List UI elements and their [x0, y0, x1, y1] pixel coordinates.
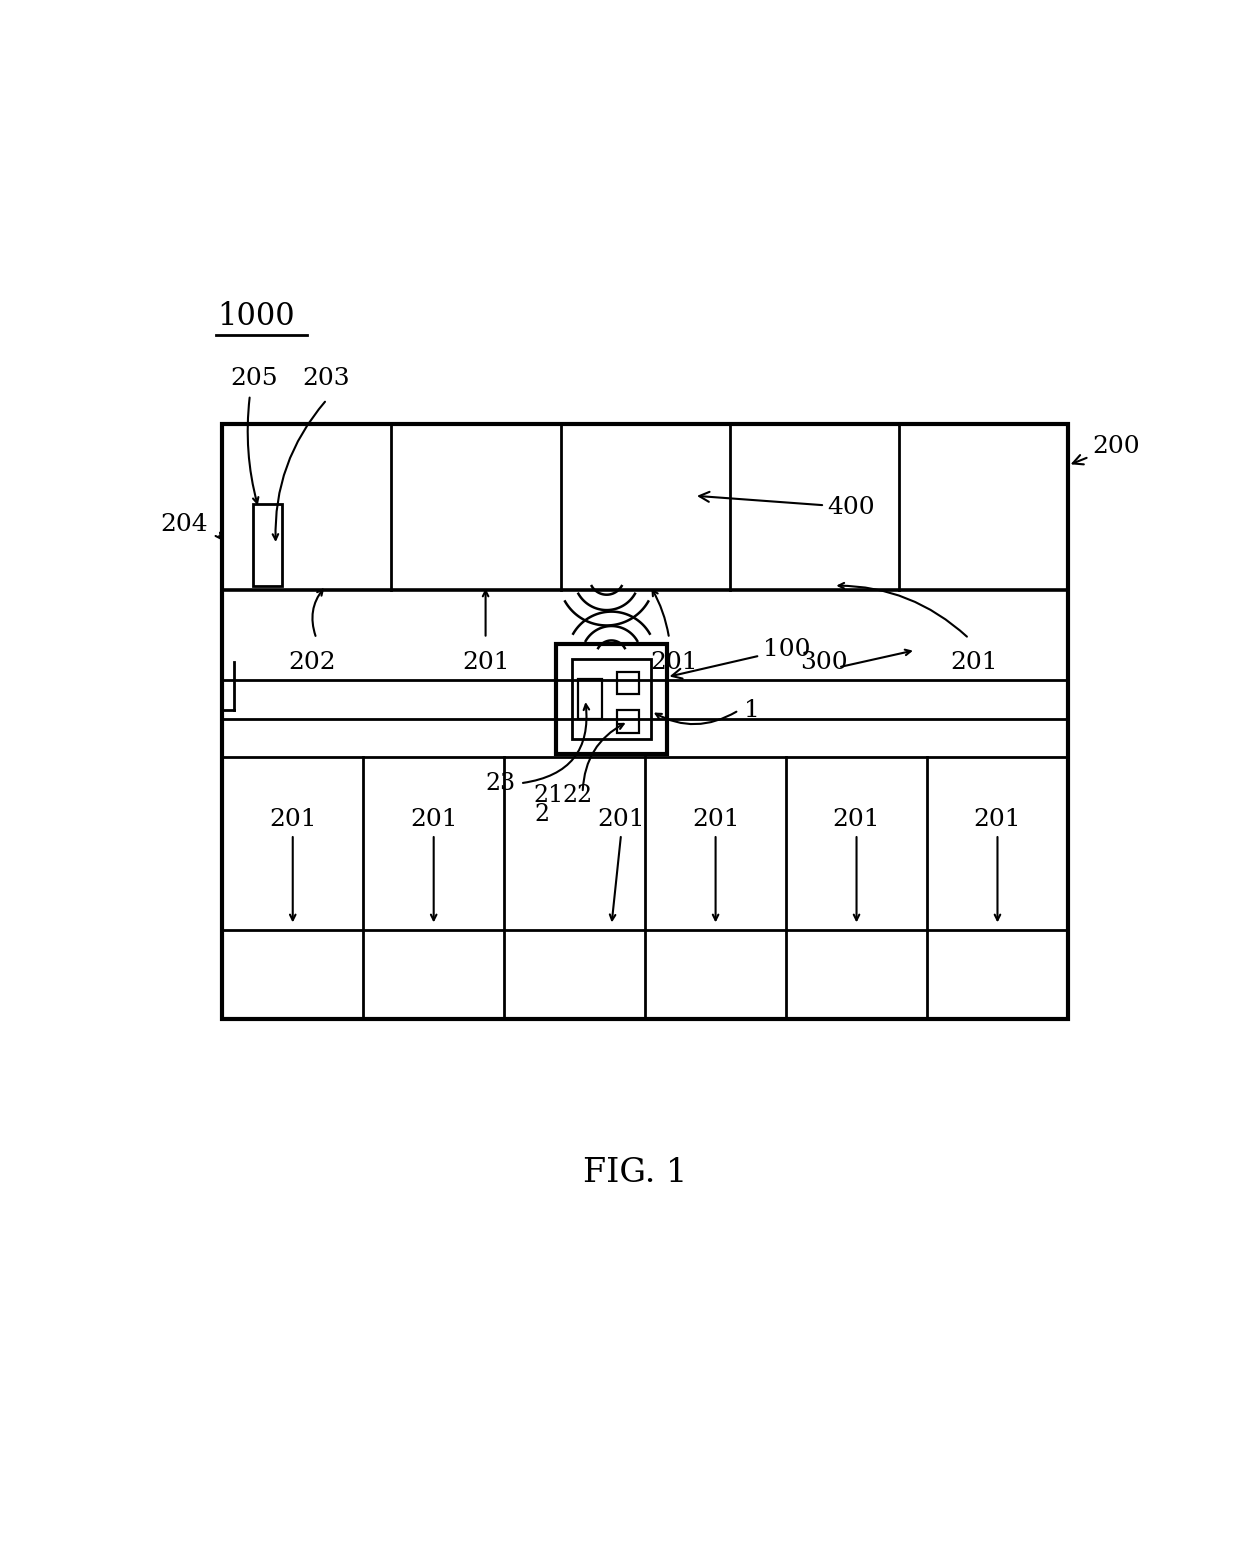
Bar — [572, 659, 651, 739]
Text: 23: 23 — [485, 772, 516, 795]
Text: 22: 22 — [563, 784, 593, 807]
Text: 21: 21 — [534, 784, 564, 807]
Text: 300: 300 — [800, 651, 848, 674]
Text: 201: 201 — [461, 651, 510, 674]
Bar — [618, 673, 640, 694]
Text: 201: 201 — [833, 809, 880, 832]
Text: 201: 201 — [269, 809, 316, 832]
Text: 1: 1 — [744, 699, 759, 722]
Text: 201: 201 — [598, 809, 645, 832]
Text: 201: 201 — [950, 651, 997, 674]
Text: 202: 202 — [288, 651, 336, 674]
Text: 201: 201 — [973, 809, 1022, 832]
Text: 400: 400 — [699, 492, 875, 518]
Text: 200: 200 — [1073, 435, 1140, 464]
Bar — [481, 424, 732, 568]
Text: 100: 100 — [672, 637, 810, 679]
Text: 201: 201 — [692, 809, 739, 832]
Text: FIG. 1: FIG. 1 — [583, 1157, 688, 1190]
Bar — [618, 710, 640, 733]
Text: 203: 203 — [303, 367, 351, 390]
Bar — [578, 679, 601, 719]
Text: 1000: 1000 — [217, 301, 295, 332]
Text: 204: 204 — [160, 514, 208, 537]
Bar — [253, 505, 281, 586]
Bar — [222, 424, 1068, 1020]
Bar — [557, 643, 667, 755]
Text: 2: 2 — [534, 802, 549, 826]
Text: 201: 201 — [410, 809, 458, 832]
Text: 205: 205 — [231, 367, 278, 390]
Text: 201: 201 — [650, 651, 698, 674]
